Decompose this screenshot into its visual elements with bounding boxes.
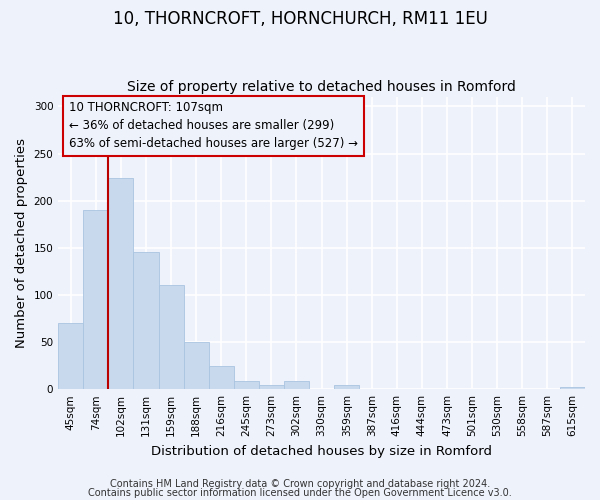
Bar xyxy=(259,386,284,389)
Bar xyxy=(109,178,133,389)
Bar xyxy=(209,366,234,389)
Bar xyxy=(158,284,184,389)
Bar xyxy=(58,323,83,389)
X-axis label: Distribution of detached houses by size in Romford: Distribution of detached houses by size … xyxy=(151,444,492,458)
Bar xyxy=(334,386,359,389)
Bar xyxy=(133,252,158,389)
Bar xyxy=(234,380,259,389)
Text: 10, THORNCROFT, HORNCHURCH, RM11 1EU: 10, THORNCROFT, HORNCHURCH, RM11 1EU xyxy=(113,10,487,28)
Text: Contains public sector information licensed under the Open Government Licence v3: Contains public sector information licen… xyxy=(88,488,512,498)
Text: 10 THORNCROFT: 107sqm
← 36% of detached houses are smaller (299)
63% of semi-det: 10 THORNCROFT: 107sqm ← 36% of detached … xyxy=(69,102,358,150)
Bar xyxy=(284,380,309,389)
Bar xyxy=(184,342,209,389)
Bar xyxy=(560,388,585,389)
Y-axis label: Number of detached properties: Number of detached properties xyxy=(15,138,28,348)
Title: Size of property relative to detached houses in Romford: Size of property relative to detached ho… xyxy=(127,80,516,94)
Text: Contains HM Land Registry data © Crown copyright and database right 2024.: Contains HM Land Registry data © Crown c… xyxy=(110,479,490,489)
Bar xyxy=(83,210,109,389)
